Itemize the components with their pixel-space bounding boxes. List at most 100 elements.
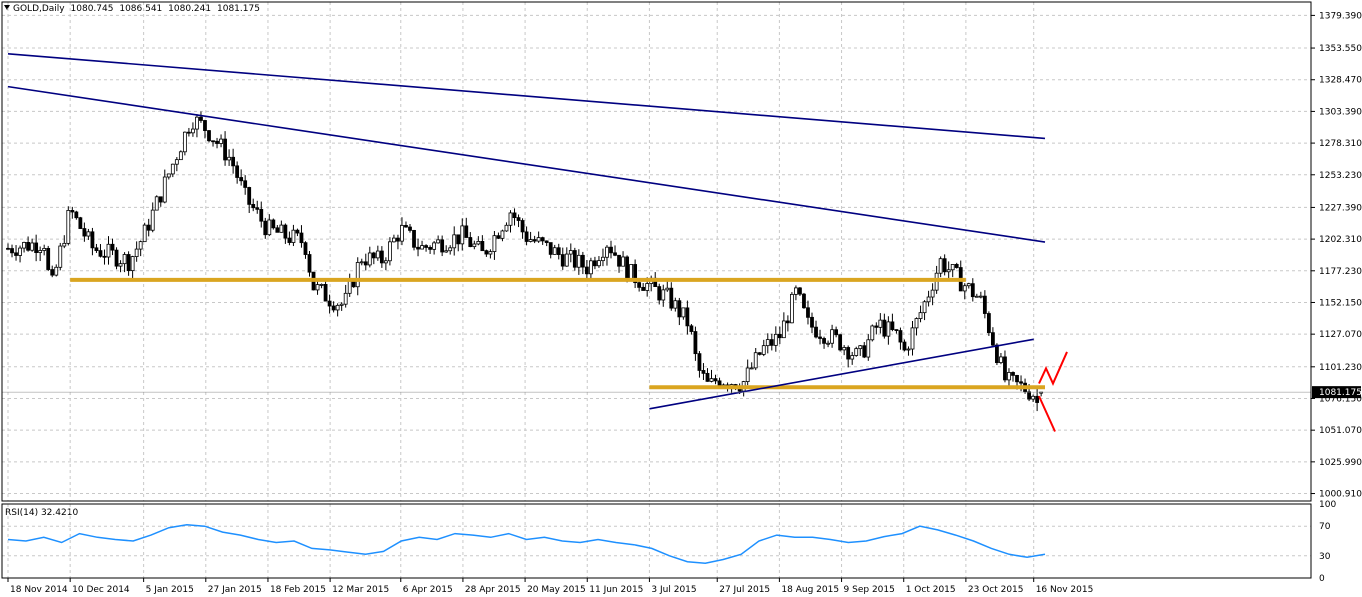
candle-body bbox=[195, 116, 199, 130]
candle-body bbox=[424, 245, 428, 248]
candle-body bbox=[154, 196, 159, 211]
candle-body bbox=[866, 339, 871, 358]
candle-body bbox=[255, 207, 260, 210]
candle-body bbox=[464, 225, 469, 238]
rsi-panel bbox=[7, 523, 1046, 564]
candle-body bbox=[70, 210, 75, 213]
candle-body bbox=[645, 283, 650, 291]
candle-body bbox=[548, 242, 553, 255]
candle-body bbox=[215, 140, 219, 144]
candle-body bbox=[1007, 372, 1011, 381]
rsi-line bbox=[7, 523, 1046, 564]
candle-body bbox=[146, 224, 151, 231]
candle-body bbox=[1031, 395, 1035, 400]
candle-body bbox=[922, 301, 927, 314]
candle-body bbox=[790, 293, 794, 324]
candle-body bbox=[243, 180, 248, 188]
candle-body bbox=[576, 254, 581, 268]
candle-body bbox=[950, 264, 955, 271]
candle-body bbox=[408, 226, 412, 231]
symbol-label: GOLD,Daily bbox=[13, 4, 65, 14]
candle-body bbox=[182, 131, 187, 153]
candle-body bbox=[74, 211, 79, 219]
bullish-scenario-arrow bbox=[1038, 351, 1068, 386]
candle-body bbox=[613, 252, 617, 256]
candle-body bbox=[842, 347, 847, 351]
candle-body bbox=[593, 260, 597, 267]
candle-body bbox=[870, 325, 875, 341]
candle-body bbox=[440, 239, 445, 253]
candle-body bbox=[970, 283, 975, 298]
candle-body bbox=[685, 307, 690, 327]
candle-body bbox=[890, 321, 895, 330]
price-label: 1127.070 bbox=[1319, 330, 1362, 340]
candle-body bbox=[291, 229, 296, 243]
close-value: 1081.175 bbox=[217, 4, 260, 14]
candle-body bbox=[781, 320, 786, 339]
candle-body bbox=[58, 245, 63, 268]
candle-body bbox=[982, 295, 987, 314]
candle-body bbox=[14, 252, 18, 256]
candle-body bbox=[589, 260, 593, 275]
candle-body bbox=[404, 225, 408, 228]
candle-body bbox=[814, 326, 818, 338]
candle-body bbox=[846, 347, 851, 360]
candle-body bbox=[166, 173, 171, 178]
candle-body bbox=[798, 287, 802, 295]
candle-body bbox=[938, 258, 943, 274]
candle-body bbox=[500, 230, 505, 239]
candle-body bbox=[629, 264, 633, 281]
candle-body bbox=[46, 248, 51, 270]
candle-body bbox=[283, 224, 288, 239]
candle-body bbox=[673, 300, 678, 309]
candle-body bbox=[802, 293, 806, 309]
price-label: 1303.390 bbox=[1319, 107, 1362, 117]
candle-body bbox=[295, 229, 300, 234]
candle-body bbox=[186, 131, 191, 134]
candle-body bbox=[460, 225, 465, 245]
candle-body bbox=[717, 380, 722, 387]
candle-body bbox=[995, 344, 999, 364]
candle-body bbox=[854, 348, 859, 356]
candle-body bbox=[621, 256, 625, 267]
candle-body bbox=[420, 245, 424, 250]
low-value: 1080.241 bbox=[168, 4, 212, 14]
candle-body bbox=[170, 163, 175, 175]
candle-body bbox=[98, 250, 103, 257]
candle-body bbox=[954, 264, 959, 268]
date-label: 18 Aug 2015 bbox=[781, 585, 839, 595]
candle-body bbox=[822, 338, 826, 344]
candle-body bbox=[765, 339, 770, 347]
date-label: 20 May 2015 bbox=[527, 585, 586, 595]
candle-body bbox=[532, 239, 537, 242]
candle-body bbox=[150, 209, 155, 231]
candle-body bbox=[677, 300, 682, 318]
candle-body bbox=[540, 237, 545, 242]
candle-body bbox=[259, 208, 264, 222]
candle-body bbox=[1003, 356, 1007, 381]
candle-body bbox=[66, 210, 71, 244]
date-label: 11 Jun 2015 bbox=[589, 585, 643, 595]
candle-body bbox=[468, 237, 473, 248]
candle-body bbox=[130, 256, 135, 272]
candle-body bbox=[930, 289, 935, 298]
candle-body bbox=[777, 333, 782, 339]
candle-body bbox=[138, 241, 143, 250]
candle-body bbox=[906, 348, 911, 351]
candle-body bbox=[10, 248, 14, 254]
candle-body bbox=[524, 231, 529, 242]
candle-body bbox=[1019, 381, 1023, 384]
candle-body bbox=[142, 224, 147, 243]
candle-body bbox=[18, 247, 22, 256]
candle-body bbox=[757, 352, 762, 355]
candle-body bbox=[794, 287, 798, 295]
candle-body bbox=[568, 250, 573, 255]
candle-body bbox=[528, 239, 533, 242]
candle-body bbox=[693, 331, 698, 355]
chevron-down-icon[interactable] bbox=[4, 5, 10, 10]
candle-body bbox=[319, 284, 324, 286]
candle-body bbox=[818, 336, 822, 339]
candle-body bbox=[536, 237, 541, 242]
